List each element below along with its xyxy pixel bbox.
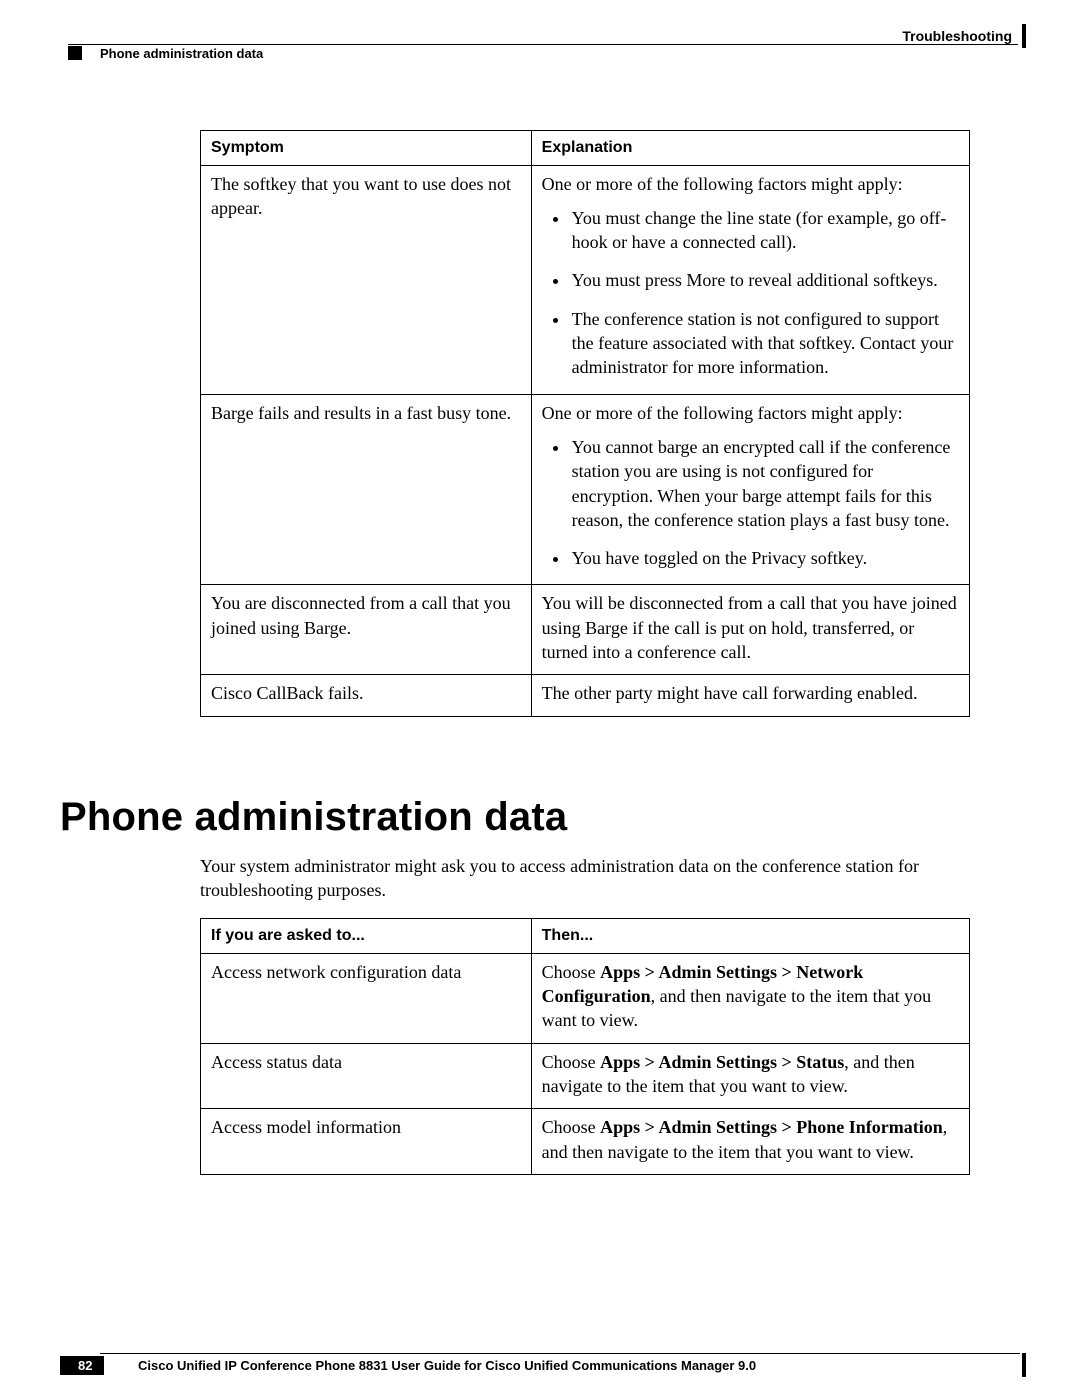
table-header-row: Symptom Explanation — [201, 131, 970, 166]
explanation-cell: One or more of the following factors mig… — [531, 394, 969, 585]
col-ask: If you are asked to... — [201, 919, 532, 954]
col-explanation: Explanation — [531, 131, 969, 166]
explanation-lead: One or more of the following factors mig… — [542, 401, 959, 425]
page-footer: Cisco Unified IP Conference Phone 8831 U… — [60, 1353, 1020, 1373]
explanation-cell: One or more of the following factors mig… — [531, 165, 969, 394]
header-square-icon — [68, 46, 82, 60]
table-row: The softkey that you want to use does no… — [201, 165, 970, 394]
troubleshoot-table: Symptom Explanation The softkey that you… — [200, 130, 970, 717]
table-row: Cisco CallBack fails. The other party mi… — [201, 675, 970, 716]
symptom-cell: Cisco CallBack fails. — [201, 675, 532, 716]
ask-cell: Access model information — [201, 1109, 532, 1175]
header-rule — [68, 44, 1018, 45]
symptom-cell: Barge fails and results in a fast busy t… — [201, 394, 532, 585]
table-row: Access status data Choose Apps > Admin S… — [201, 1043, 970, 1109]
explanation-cell: The other party might have call forwardi… — [531, 675, 969, 716]
section-heading: Phone administration data — [60, 795, 970, 840]
then-cell: Choose Apps > Admin Settings > Network C… — [531, 953, 969, 1043]
then-cell: Choose Apps > Admin Settings > Phone Inf… — [531, 1109, 969, 1175]
then-cell: Choose Apps > Admin Settings > Status, a… — [531, 1043, 969, 1109]
page-content: Symptom Explanation The softkey that you… — [200, 130, 970, 1175]
footer-page-box: 82 — [60, 1356, 104, 1375]
table-row: Access network configuration data Choose… — [201, 953, 970, 1043]
list-item: You cannot barge an encrypted call if th… — [570, 435, 959, 532]
section-intro: Your system administrator might ask you … — [200, 854, 970, 903]
footer-doc-title: Cisco Unified IP Conference Phone 8831 U… — [138, 1358, 1020, 1373]
footer-right-bar-icon — [1022, 1353, 1026, 1377]
list-item: You must press More to reveal additional… — [570, 268, 959, 292]
ask-cell: Access network configuration data — [201, 953, 532, 1043]
footer-rule — [100, 1353, 1020, 1354]
list-item: You must change the line state (for exam… — [570, 206, 959, 255]
then-pre: Choose — [542, 962, 601, 982]
then-bold: Apps > Admin Settings > Status — [600, 1052, 844, 1072]
admin-data-table: If you are asked to... Then... Access ne… — [200, 918, 970, 1175]
symptom-cell: The softkey that you want to use does no… — [201, 165, 532, 394]
list-item: You have toggled on the Privacy softkey. — [570, 546, 959, 570]
symptom-cell: You are disconnected from a call that yo… — [201, 585, 532, 675]
table-row: Barge fails and results in a fast busy t… — [201, 394, 970, 585]
col-then: Then... — [531, 919, 969, 954]
explanation-cell: You will be disconnected from a call tha… — [531, 585, 969, 675]
list-item: The conference station is not configured… — [570, 307, 959, 380]
ask-cell: Access status data — [201, 1043, 532, 1109]
then-pre: Choose — [542, 1052, 601, 1072]
table-header-row: If you are asked to... Then... — [201, 919, 970, 954]
explanation-list: You must change the line state (for exam… — [570, 206, 959, 380]
chapter-label: Troubleshooting — [902, 28, 1012, 44]
then-pre: Choose — [542, 1117, 601, 1137]
header-right-bar-icon — [1022, 24, 1026, 48]
page-number: 82 — [60, 1356, 104, 1375]
explanation-lead: One or more of the following factors mig… — [542, 172, 959, 196]
then-bold: Apps > Admin Settings > Phone Informatio… — [600, 1117, 943, 1137]
explanation-list: You cannot barge an encrypted call if th… — [570, 435, 959, 570]
page-header: Troubleshooting Phone administration dat… — [60, 28, 1020, 58]
table-row: You are disconnected from a call that yo… — [201, 585, 970, 675]
section-label: Phone administration data — [100, 46, 263, 61]
table-row: Access model information Choose Apps > A… — [201, 1109, 970, 1175]
col-symptom: Symptom — [201, 131, 532, 166]
